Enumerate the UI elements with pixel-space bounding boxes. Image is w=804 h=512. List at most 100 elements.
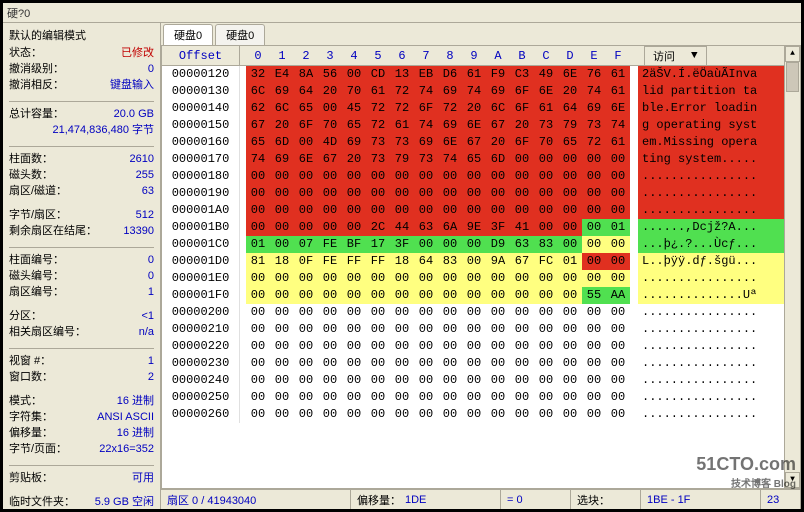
hex-byte[interactable]: 74 [606,117,630,134]
hex-byte[interactable]: 00 [390,287,414,304]
hex-byte[interactable]: 00 [390,338,414,355]
hex-byte[interactable]: 00 [438,168,462,185]
hex-byte[interactable]: CD [366,66,390,83]
hex-byte[interactable]: 67 [510,253,534,270]
hex-byte[interactable]: 00 [246,372,270,389]
hex-byte[interactable]: 00 [390,389,414,406]
hex-byte[interactable]: 67 [246,117,270,134]
hex-byte[interactable]: 00 [294,321,318,338]
hex-byte[interactable]: 32 [246,66,270,83]
hex-byte[interactable]: 41 [510,219,534,236]
hex-byte[interactable]: 00 [270,287,294,304]
hex-byte[interactable]: 00 [558,151,582,168]
hex-byte[interactable]: 00 [558,321,582,338]
hex-byte[interactable]: 00 [318,321,342,338]
hex-bytes[interactable]: 00000000002C44636A9E3F4100000001 [240,219,638,236]
hex-byte[interactable]: 76 [582,66,606,83]
hex-byte[interactable]: 00 [318,355,342,372]
hex-byte[interactable]: 4D [318,134,342,151]
hex-byte[interactable]: FC [534,253,558,270]
hex-ascii[interactable]: ................ [638,338,800,355]
hex-byte[interactable]: 69 [414,134,438,151]
hex-byte[interactable]: 00 [270,372,294,389]
hex-byte[interactable]: 72 [390,83,414,100]
hex-byte[interactable]: 00 [606,338,630,355]
hex-byte[interactable]: 00 [486,202,510,219]
hex-byte[interactable]: 00 [390,321,414,338]
hex-bytes[interactable]: 00000000000000000000000000000000 [240,185,638,202]
hex-byte[interactable]: 55 [582,287,606,304]
hex-byte[interactable]: 00 [438,304,462,321]
hex-byte[interactable]: 00 [582,321,606,338]
hex-byte[interactable]: 00 [558,355,582,372]
hex-byte[interactable]: 17 [366,236,390,253]
hex-byte[interactable]: 00 [294,185,318,202]
hex-byte[interactable]: 00 [606,304,630,321]
hex-byte[interactable]: 00 [534,338,558,355]
hex-byte[interactable]: 00 [270,168,294,185]
hex-byte[interactable]: 00 [270,406,294,423]
hex-byte[interactable]: 00 [510,406,534,423]
hex-byte[interactable]: 00 [294,304,318,321]
hex-byte[interactable]: 00 [318,406,342,423]
hex-byte[interactable]: 00 [270,270,294,287]
hex-row[interactable]: 0000012032E48A5600CD13EBD661F9C3496E7661… [162,66,800,83]
hex-row[interactable]: 0000021000000000000000000000000000000000… [162,321,800,338]
hex-byte[interactable]: 00 [270,202,294,219]
hex-byte[interactable]: 00 [558,304,582,321]
hex-byte[interactable]: 00 [606,406,630,423]
hex-byte[interactable]: 69 [342,134,366,151]
hex-byte[interactable]: 00 [342,66,366,83]
hex-ascii[interactable]: ..............Uª [638,287,800,304]
hex-byte[interactable]: E4 [270,66,294,83]
hex-byte[interactable]: 00 [366,168,390,185]
hex-byte[interactable]: 00 [462,389,486,406]
hex-byte[interactable]: 00 [438,287,462,304]
hex-byte[interactable]: 00 [558,338,582,355]
hex-byte[interactable]: 00 [534,372,558,389]
hex-byte[interactable]: 00 [462,236,486,253]
hex-byte[interactable]: 6E [534,83,558,100]
hex-byte[interactable]: 00 [462,270,486,287]
scroll-up-button[interactable]: ▲ [785,46,800,62]
hex-byte[interactable]: 00 [390,372,414,389]
hex-byte[interactable]: 6E [558,66,582,83]
access-button[interactable]: 访问 ▼ [644,46,707,66]
hex-bytes[interactable]: 6C696420706172746974696F6E207461 [240,83,638,100]
hex-row[interactable]: 0000024000000000000000000000000000000000… [162,372,800,389]
hex-byte[interactable]: 00 [582,372,606,389]
hex-byte[interactable]: 00 [318,219,342,236]
hex-bytes[interactable]: 00000000000000000000000000000000 [240,304,638,321]
hex-byte[interactable]: 00 [246,355,270,372]
hex-byte[interactable]: 6E [438,134,462,151]
hex-byte[interactable]: 00 [510,321,534,338]
hex-byte[interactable]: 00 [342,168,366,185]
hex-byte[interactable]: 00 [582,202,606,219]
hex-byte[interactable]: 00 [414,355,438,372]
hex-ascii[interactable]: ................ [638,304,800,321]
hex-byte[interactable]: 00 [246,270,270,287]
hex-ascii[interactable]: ......,Dcjž?A... [638,219,800,236]
hex-byte[interactable]: 20 [318,83,342,100]
hex-row[interactable]: 0000019000000000000000000000000000000000… [162,185,800,202]
hex-byte[interactable]: 00 [534,287,558,304]
hex-byte[interactable]: 74 [246,151,270,168]
hex-byte[interactable]: 00 [606,270,630,287]
hex-byte[interactable]: 00 [414,287,438,304]
hex-byte[interactable]: 00 [486,355,510,372]
hex-byte[interactable]: 62 [246,100,270,117]
hex-byte[interactable]: 00 [582,355,606,372]
hex-byte[interactable]: 00 [438,355,462,372]
hex-ascii[interactable]: ting system..... [638,151,800,168]
hex-byte[interactable]: 00 [606,236,630,253]
hex-ascii[interactable]: L..þÿÿ.dƒ.šgü... [638,253,800,270]
hex-byte[interactable]: 18 [270,253,294,270]
hex-byte[interactable]: 00 [558,389,582,406]
hex-byte[interactable]: 00 [462,287,486,304]
hex-byte[interactable]: AA [606,287,630,304]
hex-bytes[interactable]: 00000000000000000000000000000000 [240,355,638,372]
hex-byte[interactable]: 6C [270,100,294,117]
hex-byte[interactable]: 00 [582,270,606,287]
hex-byte[interactable]: 00 [246,338,270,355]
hex-row[interactable]: 0000017074696E672073797374656D0000000000… [162,151,800,168]
